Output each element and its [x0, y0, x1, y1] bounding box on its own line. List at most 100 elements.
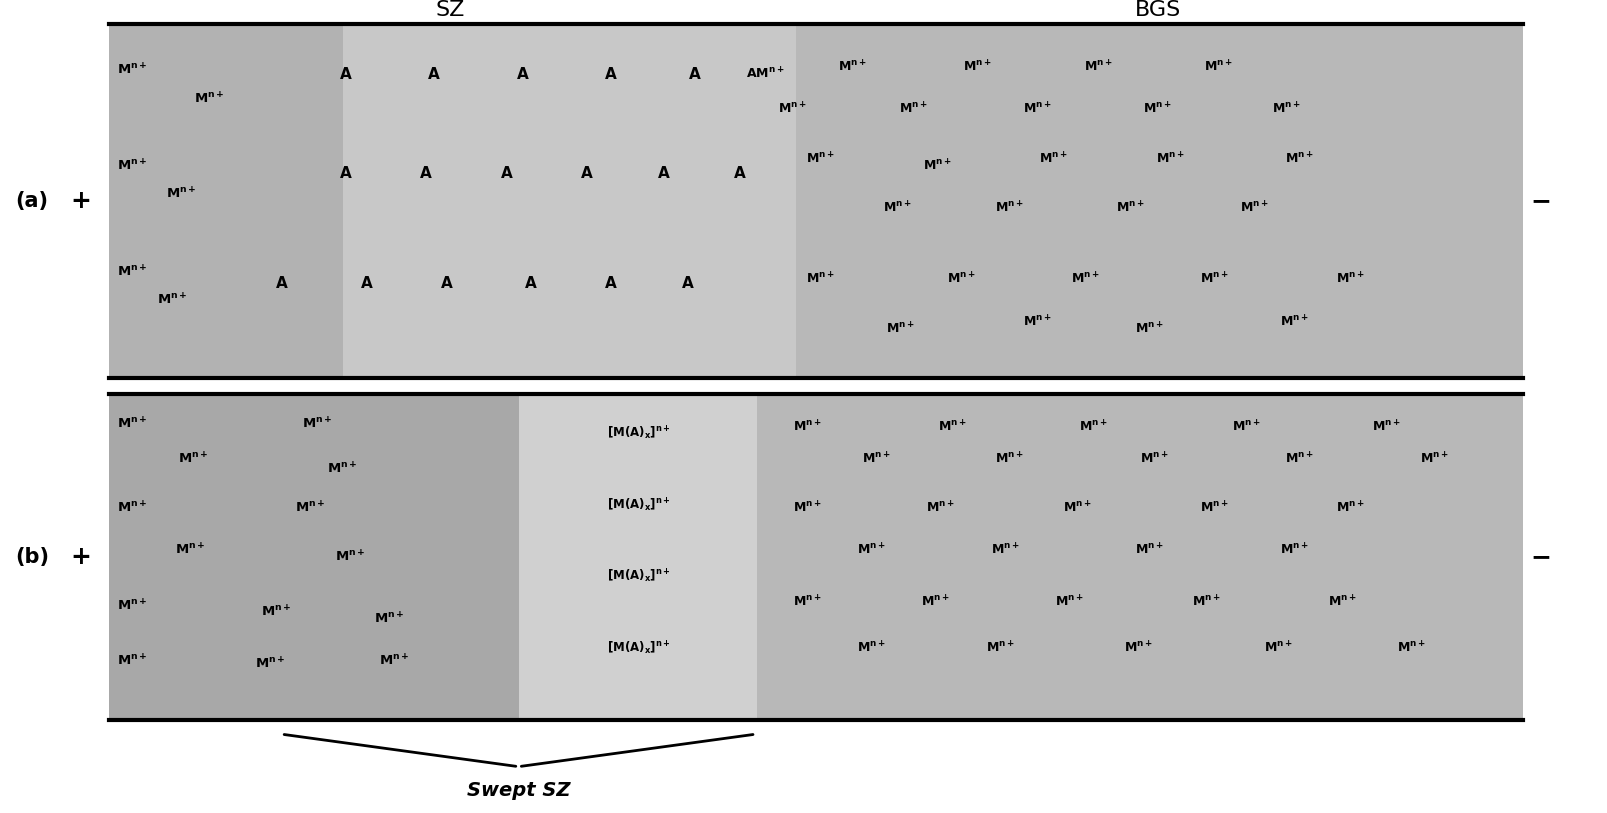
Text: $\mathbf{M^{n+}}$: $\mathbf{M^{n+}}$ — [1371, 420, 1400, 434]
Text: $\mathbf{M^{n+}}$: $\mathbf{M^{n+}}$ — [792, 420, 821, 434]
Text: $\mathbf{M^{n+}}$: $\mathbf{M^{n+}}$ — [1115, 201, 1144, 216]
Text: $\mathbf{M^{n+}}$: $\mathbf{M^{n+}}$ — [1022, 102, 1051, 117]
Text: $\mathbf{M^{n+}}$: $\mathbf{M^{n+}}$ — [1279, 314, 1308, 329]
Text: $\mathbf{M^{n+}}$: $\mathbf{M^{n+}}$ — [1078, 420, 1107, 434]
Text: $\mathbf{A}$: $\mathbf{A}$ — [500, 165, 513, 181]
Text: $\mathbf{M^{n+}}$: $\mathbf{M^{n+}}$ — [117, 501, 146, 515]
Text: $\mathbf{M^{n+}}$: $\mathbf{M^{n+}}$ — [885, 321, 914, 337]
Text: $\mathbf{M^{n+}}$: $\mathbf{M^{n+}}$ — [882, 201, 911, 216]
Text: $\mathbf{M^{n+}}$: $\mathbf{M^{n+}}$ — [857, 641, 885, 655]
Text: Swept SZ: Swept SZ — [466, 781, 570, 800]
Text: $\mathbf{M^{n+}}$: $\mathbf{M^{n+}}$ — [995, 201, 1024, 216]
Text: $\mathbf{M^{n+}}$: $\mathbf{M^{n+}}$ — [922, 159, 951, 173]
Text: $\mathbf{M^{n+}}$: $\mathbf{M^{n+}}$ — [175, 543, 204, 558]
Text: $\mathbf{M^{n+}}$: $\mathbf{M^{n+}}$ — [1284, 151, 1313, 167]
Text: −: − — [1528, 545, 1551, 569]
Text: $\mathbf{M^{n+}}$: $\mathbf{M^{n+}}$ — [792, 595, 821, 610]
Text: $\mathbf{M^{n+}}$: $\mathbf{M^{n+}}$ — [1204, 59, 1233, 75]
Text: $\mathbf{M^{n+}}$: $\mathbf{M^{n+}}$ — [262, 605, 291, 620]
Text: $\mathbf{M^{n+}}$: $\mathbf{M^{n+}}$ — [178, 452, 207, 467]
Text: $\mathbf{A}$: $\mathbf{A}$ — [657, 165, 670, 181]
Text: $\mathbf{M^{n+}}$: $\mathbf{M^{n+}}$ — [1239, 201, 1268, 216]
Text: $\mathbf{A}$: $\mathbf{A}$ — [681, 275, 694, 290]
Text: $\mathbf{M^{n+}}$: $\mathbf{M^{n+}}$ — [296, 501, 325, 515]
Text: $\mathbf{M^{n+}}$: $\mathbf{M^{n+}}$ — [117, 654, 146, 668]
Text: $\mathbf{M^{n+}}$: $\mathbf{M^{n+}}$ — [926, 501, 955, 515]
Text: $\mathbf{M^{n+}}$: $\mathbf{M^{n+}}$ — [947, 272, 975, 287]
Text: $\mathbf{M^{n+}}$: $\mathbf{M^{n+}}$ — [1271, 102, 1300, 117]
Text: $\mathbf{A}$: $\mathbf{A}$ — [524, 275, 537, 290]
Text: $\mathbf{[M(A)_x]^{n+}}$: $\mathbf{[M(A)_x]^{n+}}$ — [606, 567, 670, 585]
Text: BGS: BGS — [1135, 0, 1180, 20]
Bar — [109, 394, 519, 720]
Text: $\mathbf{A}$: $\mathbf{A}$ — [516, 66, 529, 82]
Text: $\mathbf{M^{n+}}$: $\mathbf{M^{n+}}$ — [1279, 543, 1308, 558]
Text: $\mathbf{A}$: $\mathbf{A}$ — [580, 165, 593, 181]
Text: $\mathbf{M^{n+}}$: $\mathbf{M^{n+}}$ — [1135, 321, 1163, 337]
Text: $\mathbf{M^{n+}}$: $\mathbf{M^{n+}}$ — [898, 102, 927, 117]
Text: $\mathbf{M^{n+}}$: $\mathbf{M^{n+}}$ — [256, 657, 284, 672]
Text: $\mathbf{M^{n+}}$: $\mathbf{M^{n+}}$ — [117, 159, 146, 173]
Text: $\mathbf{M^{n+}}$: $\mathbf{M^{n+}}$ — [861, 452, 890, 467]
Bar — [109, 24, 342, 378]
Text: $\mathbf{M^{n+}}$: $\mathbf{M^{n+}}$ — [1135, 543, 1163, 558]
Text: $\mathbf{M^{n+}}$: $\mathbf{M^{n+}}$ — [1070, 272, 1099, 287]
Text: $\mathbf{M^{n+}}$: $\mathbf{M^{n+}}$ — [374, 611, 403, 626]
Text: $\mathbf{M^{n+}}$: $\mathbf{M^{n+}}$ — [963, 59, 992, 75]
Text: $\mathbf{A}$: $\mathbf{A}$ — [339, 66, 352, 82]
Text: $\mathbf{M^{n+}}$: $\mathbf{M^{n+}}$ — [1038, 151, 1067, 167]
Text: $\mathbf{M^{n+}}$: $\mathbf{M^{n+}}$ — [1199, 272, 1228, 287]
Text: $\mathbf{M^{n+}}$: $\mathbf{M^{n+}}$ — [1123, 641, 1152, 655]
Text: $\mathbf{A}$: $\mathbf{A}$ — [604, 275, 617, 290]
Text: $\mathbf{M^{n+}}$: $\mathbf{M^{n+}}$ — [1284, 452, 1313, 467]
Text: $\mathbf{A}$: $\mathbf{A}$ — [733, 165, 746, 181]
Text: $\mathbf{A}$: $\mathbf{A}$ — [688, 66, 701, 82]
Text: $\mathbf{M^{n+}}$: $\mathbf{M^{n+}}$ — [1335, 501, 1364, 515]
Text: $\mathbf{M^{n+}}$: $\mathbf{M^{n+}}$ — [1419, 452, 1448, 467]
Text: $\mathbf{M^{n+}}$: $\mathbf{M^{n+}}$ — [1231, 420, 1260, 434]
Text: $\mathbf{M^{n+}}$: $\mathbf{M^{n+}}$ — [1022, 314, 1051, 329]
Text: $\mathbf{M^{n+}}$: $\mathbf{M^{n+}}$ — [1199, 501, 1228, 515]
Text: $\mathbf{M^{n+}}$: $\mathbf{M^{n+}}$ — [778, 102, 807, 117]
Text: $\mathbf{M^{n+}}$: $\mathbf{M^{n+}}$ — [837, 59, 866, 75]
Text: $\mathbf{M^{n+}}$: $\mathbf{M^{n+}}$ — [379, 654, 408, 668]
Text: $\mathbf{[M(A)_x]^{n+}}$: $\mathbf{[M(A)_x]^{n+}}$ — [606, 424, 670, 442]
Text: −: − — [1528, 189, 1551, 213]
Text: $\mathbf{M^{n+}}$: $\mathbf{M^{n+}}$ — [1327, 595, 1356, 610]
Text: $\mathbf{AM^{n+}}$: $\mathbf{AM^{n+}}$ — [746, 66, 784, 81]
Text: $\mathbf{[M(A)_x]^{n+}}$: $\mathbf{[M(A)_x]^{n+}}$ — [606, 639, 670, 657]
Text: $\mathbf{A}$: $\mathbf{A}$ — [427, 66, 440, 82]
Text: $\mathbf{M^{n+}}$: $\mathbf{M^{n+}}$ — [990, 543, 1019, 558]
Text: $\mathbf{M^{n+}}$: $\mathbf{M^{n+}}$ — [1143, 102, 1172, 117]
Text: $\mathbf{A}$: $\mathbf{A}$ — [419, 165, 432, 181]
Text: $\mathbf{M^{n+}}$: $\mathbf{M^{n+}}$ — [921, 595, 950, 610]
Text: $\mathbf{M^{n+}}$: $\mathbf{M^{n+}}$ — [857, 543, 885, 558]
Text: $\mathbf{M^{n+}}$: $\mathbf{M^{n+}}$ — [1335, 272, 1364, 287]
Text: $\mathbf{M^{n+}}$: $\mathbf{M^{n+}}$ — [937, 420, 966, 434]
Text: $\mathbf{M^{n+}}$: $\mathbf{M^{n+}}$ — [1155, 151, 1184, 167]
Text: $\mathbf{A}$: $\mathbf{A}$ — [275, 275, 288, 290]
Text: $\mathbf{M^{n+}}$: $\mathbf{M^{n+}}$ — [805, 272, 834, 287]
Text: $\mathbf{M^{n+}}$: $\mathbf{M^{n+}}$ — [117, 598, 146, 613]
Text: $\mathbf{M^{n+}}$: $\mathbf{M^{n+}}$ — [792, 501, 821, 515]
Text: $\mathbf{M^{n+}}$: $\mathbf{M^{n+}}$ — [1396, 641, 1425, 655]
Text: $\mathbf{M^{n+}}$: $\mathbf{M^{n+}}$ — [194, 91, 223, 107]
Text: $\mathbf{M^{n+}}$: $\mathbf{M^{n+}}$ — [805, 151, 834, 167]
Text: $\mathbf{M^{n+}}$: $\mathbf{M^{n+}}$ — [1054, 595, 1083, 610]
Text: $\mathbf{M^{n+}}$: $\mathbf{M^{n+}}$ — [117, 264, 146, 280]
Bar — [795, 24, 1522, 378]
Text: $\mathbf{A}$: $\mathbf{A}$ — [440, 275, 453, 290]
Text: $\mathbf{M^{n+}}$: $\mathbf{M^{n+}}$ — [117, 416, 146, 431]
Text: $\mathbf{M^{n+}}$: $\mathbf{M^{n+}}$ — [1083, 59, 1112, 75]
Text: $\mathbf{M^{n+}}$: $\mathbf{M^{n+}}$ — [328, 462, 357, 476]
Text: $\mathbf{M^{n+}}$: $\mathbf{M^{n+}}$ — [1263, 641, 1292, 655]
Text: $\mathbf{A}$: $\mathbf{A}$ — [339, 165, 352, 181]
Text: $\mathbf{M^{n+}}$: $\mathbf{M^{n+}}$ — [167, 186, 196, 202]
Text: (b): (b) — [14, 547, 50, 567]
Text: $\mathbf{A}$: $\mathbf{A}$ — [360, 275, 373, 290]
Text: $\mathbf{M^{n+}}$: $\mathbf{M^{n+}}$ — [117, 63, 146, 78]
Text: $\mathbf{M^{n+}}$: $\mathbf{M^{n+}}$ — [1191, 595, 1220, 610]
Text: $\mathbf{M^{n+}}$: $\mathbf{M^{n+}}$ — [1139, 452, 1168, 467]
Text: $\mathbf{M^{n+}}$: $\mathbf{M^{n+}}$ — [157, 293, 186, 308]
Text: $\mathbf{M^{n+}}$: $\mathbf{M^{n+}}$ — [985, 641, 1014, 655]
